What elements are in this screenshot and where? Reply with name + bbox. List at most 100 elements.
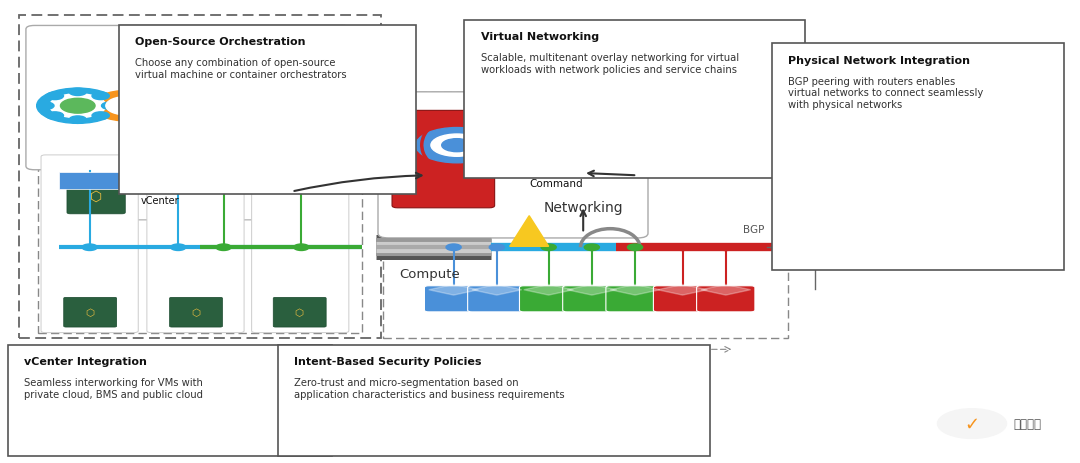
FancyBboxPatch shape [8,345,332,456]
Polygon shape [610,285,660,295]
Text: VMware
vCenter: VMware vCenter [140,184,179,205]
FancyBboxPatch shape [515,140,619,151]
Circle shape [537,119,597,145]
Text: VMware vRealize
Orchestrator,
Automator: VMware vRealize Orchestrator, Automator [175,90,256,120]
FancyBboxPatch shape [464,21,805,178]
FancyBboxPatch shape [147,156,244,333]
Text: Compute: Compute [400,268,460,281]
Text: Networking: Networking [543,200,623,214]
FancyBboxPatch shape [151,172,205,190]
Text: ⬡: ⬡ [295,307,303,318]
Bar [38,148,362,333]
FancyBboxPatch shape [273,298,326,327]
FancyBboxPatch shape [278,345,710,456]
Text: Zero-trust and micro-segmentation based on
application characteristics and busin: Zero-trust and micro-segmentation based … [294,377,565,399]
Circle shape [60,99,95,114]
Polygon shape [701,285,751,295]
Bar [19,16,381,338]
Circle shape [294,244,309,251]
FancyBboxPatch shape [170,298,222,327]
Circle shape [627,244,643,251]
FancyBboxPatch shape [252,156,349,333]
Bar [383,93,788,338]
Polygon shape [658,285,707,295]
Circle shape [961,228,1026,256]
Circle shape [570,129,618,149]
FancyBboxPatch shape [378,93,648,238]
Text: Open-Source Orchestration: Open-Source Orchestration [135,37,306,47]
FancyBboxPatch shape [424,286,483,312]
Polygon shape [524,285,573,295]
Circle shape [805,243,826,252]
Circle shape [92,93,109,100]
FancyBboxPatch shape [64,298,117,327]
Text: BGP peering with routers enables
virtual networks to connect seamlessly
with phy: BGP peering with routers enables virtual… [788,76,984,110]
Circle shape [106,97,149,116]
Text: vCenter Integration: vCenter Integration [24,357,147,367]
Circle shape [442,139,472,152]
Circle shape [46,93,64,100]
Circle shape [489,244,504,251]
FancyBboxPatch shape [772,44,1064,271]
Text: Scalable, multitenant overlay networking for virtual
workloads with network poli: Scalable, multitenant overlay networking… [481,53,739,75]
FancyBboxPatch shape [26,26,351,170]
Circle shape [50,94,106,119]
Circle shape [216,244,231,251]
Circle shape [584,244,599,251]
FancyBboxPatch shape [869,241,1031,259]
Circle shape [853,241,907,264]
Circle shape [909,215,991,250]
Text: BGP: BGP [743,224,765,234]
Circle shape [541,244,556,251]
FancyBboxPatch shape [468,286,526,312]
Text: Contrail
Command: Contrail Command [529,168,583,189]
FancyBboxPatch shape [563,286,621,312]
Polygon shape [429,285,478,295]
Text: ⬡: ⬡ [191,307,200,318]
Circle shape [82,244,97,251]
FancyBboxPatch shape [58,169,276,220]
Circle shape [416,128,498,163]
Circle shape [141,89,161,98]
Circle shape [593,138,632,154]
Circle shape [171,244,186,251]
Circle shape [937,409,1007,438]
Circle shape [69,89,86,96]
Text: 创新互联: 创新互联 [1013,417,1041,430]
FancyBboxPatch shape [519,286,578,312]
Text: ⬡: ⬡ [85,307,94,318]
Polygon shape [472,285,522,295]
Text: ✓: ✓ [964,415,980,432]
FancyBboxPatch shape [119,25,416,194]
Circle shape [718,244,733,251]
FancyBboxPatch shape [197,172,251,190]
Circle shape [446,244,461,251]
Circle shape [102,103,119,110]
Circle shape [516,129,564,149]
FancyBboxPatch shape [392,111,495,208]
Text: Intent-Based Security Policies: Intent-Based Security Policies [294,357,482,367]
FancyBboxPatch shape [653,286,712,312]
Polygon shape [510,216,549,247]
Text: Virtual Networking: Virtual Networking [481,32,598,43]
Text: ⬡: ⬡ [90,190,103,204]
Circle shape [92,113,109,120]
Circle shape [37,89,119,124]
Circle shape [46,113,64,120]
FancyBboxPatch shape [274,172,328,190]
Circle shape [502,138,541,154]
FancyBboxPatch shape [697,286,755,312]
FancyBboxPatch shape [67,179,125,214]
Circle shape [431,135,483,157]
Circle shape [69,117,86,124]
Circle shape [92,91,163,122]
FancyBboxPatch shape [59,172,119,190]
Circle shape [37,103,54,110]
Circle shape [675,244,690,251]
FancyBboxPatch shape [41,156,138,333]
FancyBboxPatch shape [606,286,664,312]
Circle shape [994,241,1048,264]
Text: Choose any combination of open-source
virtual machine or container orchestrators: Choose any combination of open-source vi… [135,58,347,80]
Text: Physical Network Integration: Physical Network Integration [788,56,971,66]
Text: Seamless interworking for VMs with
private cloud, BMS and public cloud: Seamless interworking for VMs with priva… [24,377,203,399]
